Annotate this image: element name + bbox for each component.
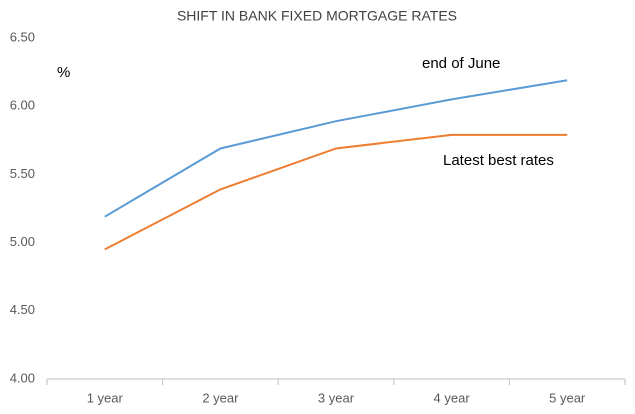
y-tick-label: 4.00 <box>10 370 35 385</box>
chart-title: SHIFT IN BANK FIXED MORTGAGE RATES <box>177 8 457 24</box>
x-tick-label: 5 year <box>549 390 586 405</box>
y-tick-label: 6.50 <box>10 29 35 44</box>
x-tick-label: 3 year <box>318 390 355 405</box>
series-line <box>104 79 568 218</box>
series-line <box>104 133 568 251</box>
series-label: end of June <box>422 55 500 72</box>
x-tick-label: 4 year <box>434 390 471 405</box>
y-tick-label: 5.00 <box>10 234 35 249</box>
series-label: Latest best rates <box>443 152 554 169</box>
y-axis-label: % <box>57 64 70 81</box>
y-tick-label: 4.50 <box>10 302 35 317</box>
x-tick-label: 1 year <box>87 390 124 405</box>
y-tick-label: 6.00 <box>10 98 35 113</box>
y-tick-label: 5.50 <box>10 166 35 181</box>
x-tick-label: 2 year <box>202 390 239 405</box>
